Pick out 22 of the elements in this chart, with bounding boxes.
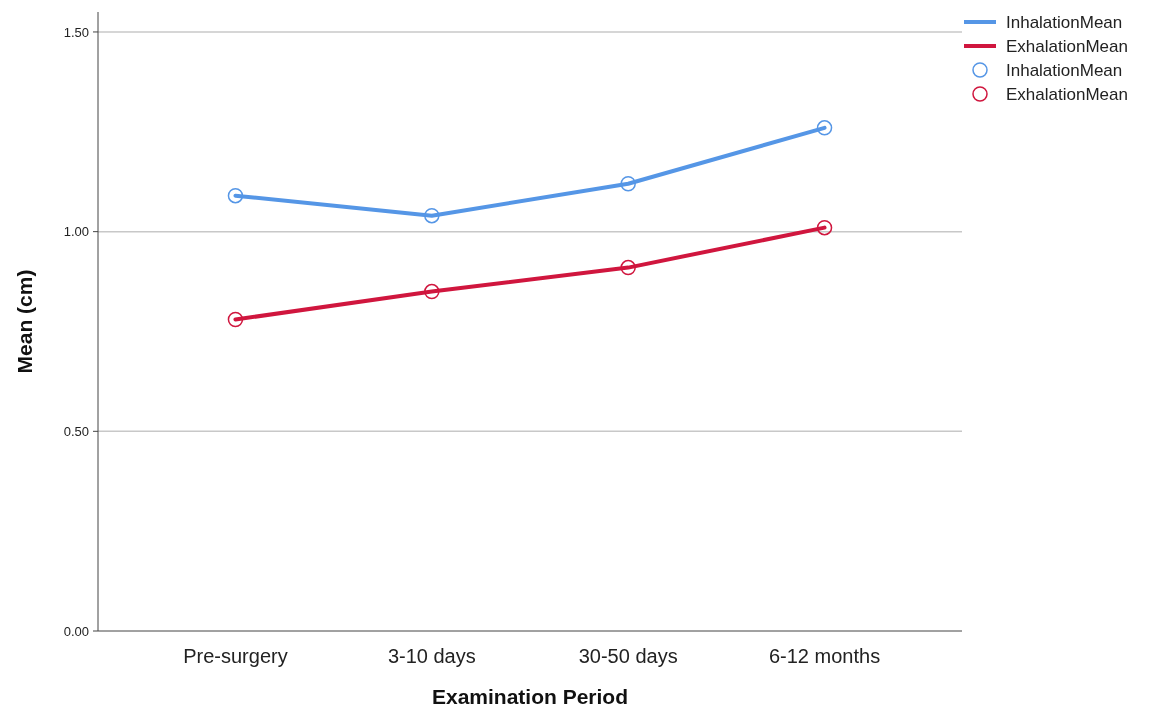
point (816, 120, 833, 136)
x-tick-label: 3-10 days (387, 645, 476, 667)
x-tick-label: 30-50 days (578, 645, 678, 667)
x-axis-title: Examination Period (431, 685, 629, 708)
x-tick-label: 6-12 months (768, 645, 881, 667)
point (620, 175, 636, 192)
y-axis-title: Mean (cm) (13, 269, 36, 374)
point (227, 311, 244, 328)
point (424, 207, 440, 224)
x-tick-label: Pre-surgery (183, 645, 288, 667)
y-tick-label: 1.00 (63, 224, 89, 240)
y-tick-label: 0.00 (63, 623, 89, 639)
y-tick-label: 1.50 (63, 24, 89, 40)
point (424, 283, 440, 300)
point (816, 219, 833, 236)
legend-label: InhalationMean (1006, 60, 1123, 80)
y-tick-label: 0.50 (63, 423, 89, 439)
point (620, 259, 636, 276)
text: InhalationMean (1006, 12, 1123, 32)
legend-label: ExhalationMean (1006, 84, 1128, 104)
text: ExhalationMean (1006, 36, 1128, 56)
point (227, 187, 244, 204)
